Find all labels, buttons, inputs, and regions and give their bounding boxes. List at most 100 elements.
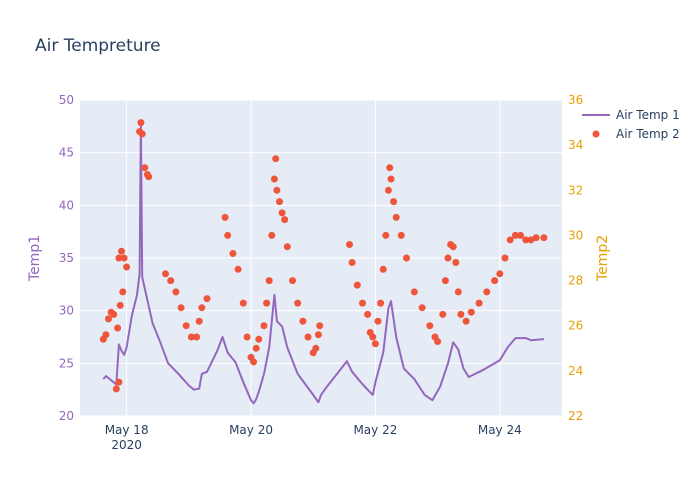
series-point-air-temp-2: [392, 213, 400, 221]
series-point-air-temp-2: [281, 216, 289, 224]
series-point-air-temp-2: [418, 304, 426, 312]
y-right-tick-label: 24: [568, 364, 583, 378]
legend-item-air-temp-2[interactable]: Air Temp 2: [592, 127, 680, 141]
series-point-air-temp-2: [449, 243, 457, 251]
series-point-air-temp-2: [483, 288, 491, 296]
legend-marker-swatch: [592, 130, 600, 138]
series-point-air-temp-2: [137, 119, 145, 127]
series-point-air-temp-2: [167, 277, 175, 285]
series-point-air-temp-2: [410, 288, 418, 296]
series-point-air-temp-2: [119, 288, 127, 296]
series-point-air-temp-2: [198, 304, 206, 312]
series-point-air-temp-2: [379, 265, 387, 273]
series-point-air-temp-2: [260, 322, 268, 330]
series-point-air-temp-2: [289, 277, 296, 285]
series-point-air-temp-2: [221, 213, 229, 221]
series-point-air-temp-2: [384, 186, 392, 194]
series-point-air-temp-2: [115, 254, 123, 262]
series-point-air-temp-2: [452, 259, 460, 266]
y-left-tick-label: 35: [59, 251, 74, 265]
series-point-air-temp-2: [268, 231, 276, 239]
series-point-air-temp-2: [346, 241, 353, 248]
series-point-air-temp-2: [123, 263, 131, 271]
series-point-air-temp-2: [177, 304, 185, 312]
series-point-air-temp-2: [105, 315, 112, 323]
series-point-air-temp-2: [272, 155, 280, 163]
series-point-air-temp-2: [283, 243, 291, 251]
series-point-air-temp-2: [265, 277, 273, 285]
series-point-air-temp-2: [371, 340, 379, 348]
series-point-air-temp-2: [517, 231, 524, 239]
series-point-air-temp-2: [182, 322, 190, 330]
series-point-air-temp-2: [114, 324, 122, 332]
series-point-air-temp-2: [382, 231, 390, 239]
series-point-air-temp-2: [270, 175, 278, 183]
series-point-air-temp-2: [255, 335, 263, 343]
series-point-air-temp-2: [112, 385, 120, 393]
series-point-air-temp-2: [462, 317, 470, 325]
series-point-air-temp-2: [348, 259, 356, 266]
series-point-air-temp-2: [501, 254, 509, 262]
y-right-tick-label: 30: [568, 228, 583, 242]
series-point-air-temp-2: [138, 130, 146, 138]
y-axis-right-label: Temp2: [595, 235, 611, 282]
series-point-air-temp-2: [359, 299, 366, 307]
series-point-air-temp-2: [386, 164, 394, 172]
series-point-air-temp-2: [314, 331, 322, 339]
series-point-air-temp-2: [273, 186, 281, 194]
series-point-air-temp-2: [294, 299, 302, 307]
series-point-air-temp-2: [110, 310, 118, 318]
series-point-air-temp-2: [304, 333, 312, 341]
x-tick-label: May 20: [229, 423, 273, 437]
x-tick-label: May 18: [105, 423, 149, 437]
series-point-air-temp-2: [369, 333, 377, 341]
series-point-air-temp-2: [441, 277, 449, 285]
series-point-air-temp-2: [263, 299, 271, 307]
legend[interactable]: Air Temp 1 Air Temp 2: [582, 108, 680, 141]
y-left-tick-label: 20: [59, 409, 74, 423]
axes: 20 25 30 35 40 45 50 22 24 26 28 30 32 34 36 May 182020…: [59, 93, 584, 452]
series-point-air-temp-2: [250, 358, 258, 366]
series-point-air-temp-2: [522, 236, 530, 244]
series-point-air-temp-2: [118, 247, 125, 255]
series-point-air-temp-2: [162, 270, 169, 278]
series-point-air-temp-2: [540, 234, 548, 242]
y-left-tick-label: 25: [59, 356, 74, 370]
series-point-air-temp-2: [116, 301, 124, 309]
series-point-air-temp-2: [403, 254, 410, 262]
y-right-tick-label: 26: [568, 319, 583, 333]
y-left-tick-label: 45: [59, 146, 74, 160]
y-right-tick-label: 22: [568, 409, 583, 423]
series-point-air-temp-2: [374, 317, 382, 325]
series-point-air-temp-2: [467, 308, 475, 316]
y-left-tick-label: 40: [59, 198, 74, 212]
y-left-tick-label: 30: [59, 304, 74, 318]
y-right-tick-label: 28: [568, 274, 583, 288]
series-layer: [99, 119, 548, 405]
y-right-tick-label: 36: [568, 93, 583, 107]
series-point-air-temp-2: [141, 164, 149, 172]
x-tick-label: May 22: [353, 423, 397, 437]
y-right-tick-label: 34: [568, 138, 583, 152]
series-point-air-temp-2: [252, 344, 260, 352]
series-point-air-temp-2: [390, 198, 398, 206]
series-point-air-temp-2: [203, 295, 211, 303]
series-point-air-temp-2: [439, 310, 447, 318]
series-point-air-temp-2: [491, 277, 499, 285]
series-point-air-temp-2: [243, 333, 251, 341]
series-point-air-temp-2: [353, 281, 361, 289]
series-point-air-temp-2: [187, 333, 195, 341]
chart-title: Air Tempreture: [35, 36, 161, 56]
series-point-air-temp-2: [457, 310, 465, 318]
y-left-tick-label: 50: [59, 93, 74, 107]
series-point-air-temp-2: [496, 270, 504, 278]
series-point-air-temp-2: [224, 231, 232, 239]
series-point-air-temp-2: [454, 288, 462, 296]
series-point-air-temp-2: [193, 333, 201, 341]
series-point-air-temp-2: [506, 236, 514, 244]
legend-item-air-temp-1[interactable]: Air Temp 1: [582, 108, 680, 122]
series-point-air-temp-2: [387, 175, 395, 183]
legend-label-air-temp-1: Air Temp 1: [616, 108, 680, 122]
